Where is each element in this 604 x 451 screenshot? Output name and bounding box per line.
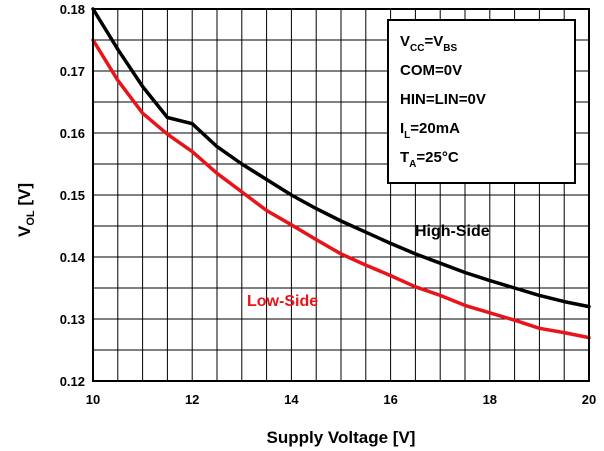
series-label-low-side: Low-Side — [247, 293, 318, 310]
series-label-high-side: High-Side — [415, 223, 490, 240]
annotation-text: =V — [424, 33, 443, 50]
x-tick-label: 12 — [185, 392, 199, 407]
annotation-subscript: L — [404, 130, 410, 141]
annotation-subscript: CC — [410, 43, 424, 54]
annotation-text: I — [400, 120, 404, 137]
annotation-text: =20mA — [410, 120, 460, 137]
y-tick-label: 0.16 — [60, 126, 85, 141]
y-tick-label: 0.17 — [60, 64, 85, 79]
annotation-text: T — [400, 149, 409, 166]
y-axis-title: VOL [V] — [15, 183, 37, 237]
annotation-text: COM=0V — [400, 62, 462, 79]
series-line-low-side — [91, 38, 591, 340]
annotation-line: HIN=LIN=0V — [400, 91, 486, 108]
y-axis-title-sub: OL — [25, 210, 37, 226]
annotation-subscript: BS — [443, 43, 457, 54]
y-tick-label: 0.13 — [60, 312, 85, 327]
y-tick-label: 0.12 — [60, 374, 85, 389]
y-axis-title-main: V — [15, 225, 34, 237]
plot-frame — [92, 8, 590, 382]
y-tick-label: 0.15 — [60, 188, 85, 203]
annotation-text: =25°C — [416, 149, 458, 166]
x-tick-labels: 10 12 14 16 18 20 — [86, 392, 596, 407]
y-tick-labels: 0.12 0.13 0.14 0.15 0.16 0.17 0.18 — [60, 2, 86, 389]
y-axis-title-unit: [V] — [15, 183, 34, 210]
annotation-line: COM=0V — [400, 62, 462, 79]
annotation-line: VCC=VBS — [400, 33, 457, 54]
annotation-text: V — [400, 33, 410, 50]
y-tick-label: 0.18 — [60, 2, 85, 17]
x-tick-label: 14 — [284, 392, 299, 407]
annotation-line: TA=25°C — [400, 149, 459, 170]
x-tick-label: 10 — [86, 392, 100, 407]
annotation-text: HIN=LIN=0V — [400, 91, 486, 108]
y-tick-label: 0.14 — [60, 250, 86, 265]
x-axis-title: Supply Voltage [V] — [267, 428, 416, 447]
series-line-high-side — [91, 7, 591, 309]
annotation-box-frame — [387, 19, 576, 184]
x-tick-label: 16 — [383, 392, 397, 407]
series-layer — [91, 7, 591, 340]
annotation-subscript: A — [409, 159, 416, 170]
x-tick-label: 18 — [483, 392, 497, 407]
x-tick-label: 20 — [582, 392, 596, 407]
annotation-line: IL=20mA — [400, 120, 460, 141]
